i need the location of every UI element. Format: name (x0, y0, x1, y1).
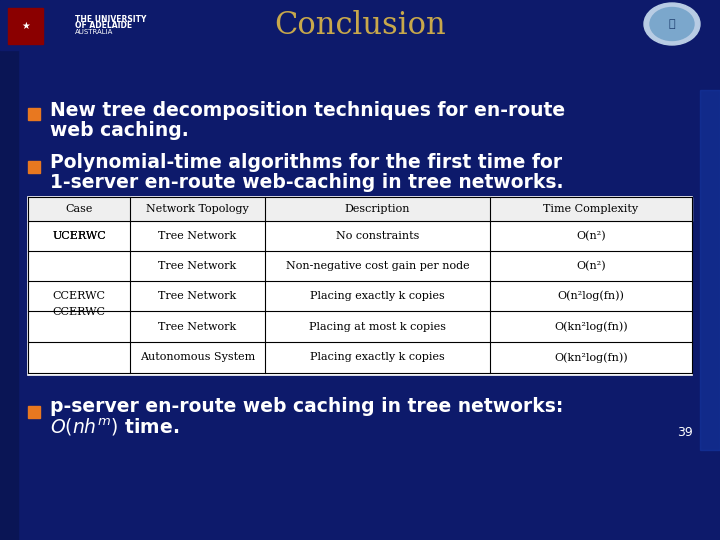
Text: CCERWC: CCERWC (53, 291, 106, 301)
Bar (700, 90, 720, 450)
Circle shape (644, 3, 700, 45)
Text: Description: Description (345, 204, 410, 214)
Bar (28, 197, 692, 375)
Text: O(n²log(fn)): O(n²log(fn)) (557, 291, 624, 301)
Text: Case: Case (66, 204, 93, 214)
Text: Placing exactly k copies: Placing exactly k copies (310, 353, 445, 362)
Text: UCERWC: UCERWC (52, 231, 106, 241)
Text: OF ADELAIDE: OF ADELAIDE (75, 22, 132, 30)
Circle shape (650, 8, 694, 40)
Bar (28, 108, 40, 120)
Text: Tree Network: Tree Network (158, 261, 237, 271)
Text: O(kn²log(fn)): O(kn²log(fn)) (554, 321, 628, 332)
Bar (28, 161, 40, 173)
Text: p-server en-route web caching in tree networks:: p-server en-route web caching in tree ne… (50, 397, 563, 416)
Bar (0, 0, 720, 50)
Text: O(kn²log(fn)): O(kn²log(fn)) (554, 352, 628, 363)
Text: Tree Network: Tree Network (158, 291, 237, 301)
Text: Conclusion: Conclusion (274, 10, 446, 40)
Text: 1-server en-route web-caching in tree networks.: 1-server en-route web-caching in tree ne… (50, 172, 564, 192)
FancyBboxPatch shape (5, 4, 115, 48)
Text: Polynomial-time algorithms for the first time for: Polynomial-time algorithms for the first… (50, 152, 562, 172)
Bar (28, 406, 40, 418)
Text: ★: ★ (22, 21, 30, 31)
Text: Autonomous System: Autonomous System (140, 353, 255, 362)
Text: Tree Network: Tree Network (158, 231, 237, 241)
Text: AUSTRALIA: AUSTRALIA (75, 29, 113, 35)
FancyBboxPatch shape (8, 8, 43, 44)
Bar (0, 0, 18, 540)
Text: No constraints: No constraints (336, 231, 419, 241)
Text: Time Complexity: Time Complexity (544, 204, 639, 214)
Text: 39: 39 (678, 426, 693, 438)
Text: web caching.: web caching. (50, 120, 189, 139)
Text: 圖: 圖 (669, 19, 675, 29)
Text: New tree decomposition techniques for en-route: New tree decomposition techniques for en… (50, 100, 565, 119)
Text: THE UNIVERSITY: THE UNIVERSITY (75, 16, 146, 24)
Text: CCERWC: CCERWC (53, 307, 106, 317)
Text: UCERWC: UCERWC (52, 231, 106, 241)
Text: Non-negative cost gain per node: Non-negative cost gain per node (286, 261, 469, 271)
Bar (28, 197, 692, 221)
Text: O(n²): O(n²) (576, 261, 606, 271)
Text: Tree Network: Tree Network (158, 321, 237, 332)
Text: $O(nh^m)$ time.: $O(nh^m)$ time. (50, 416, 179, 438)
Text: O(n²): O(n²) (576, 231, 606, 241)
Text: Placing exactly k copies: Placing exactly k copies (310, 291, 445, 301)
Text: Placing at most k copies: Placing at most k copies (309, 321, 446, 332)
Text: Network Topology: Network Topology (146, 204, 249, 214)
